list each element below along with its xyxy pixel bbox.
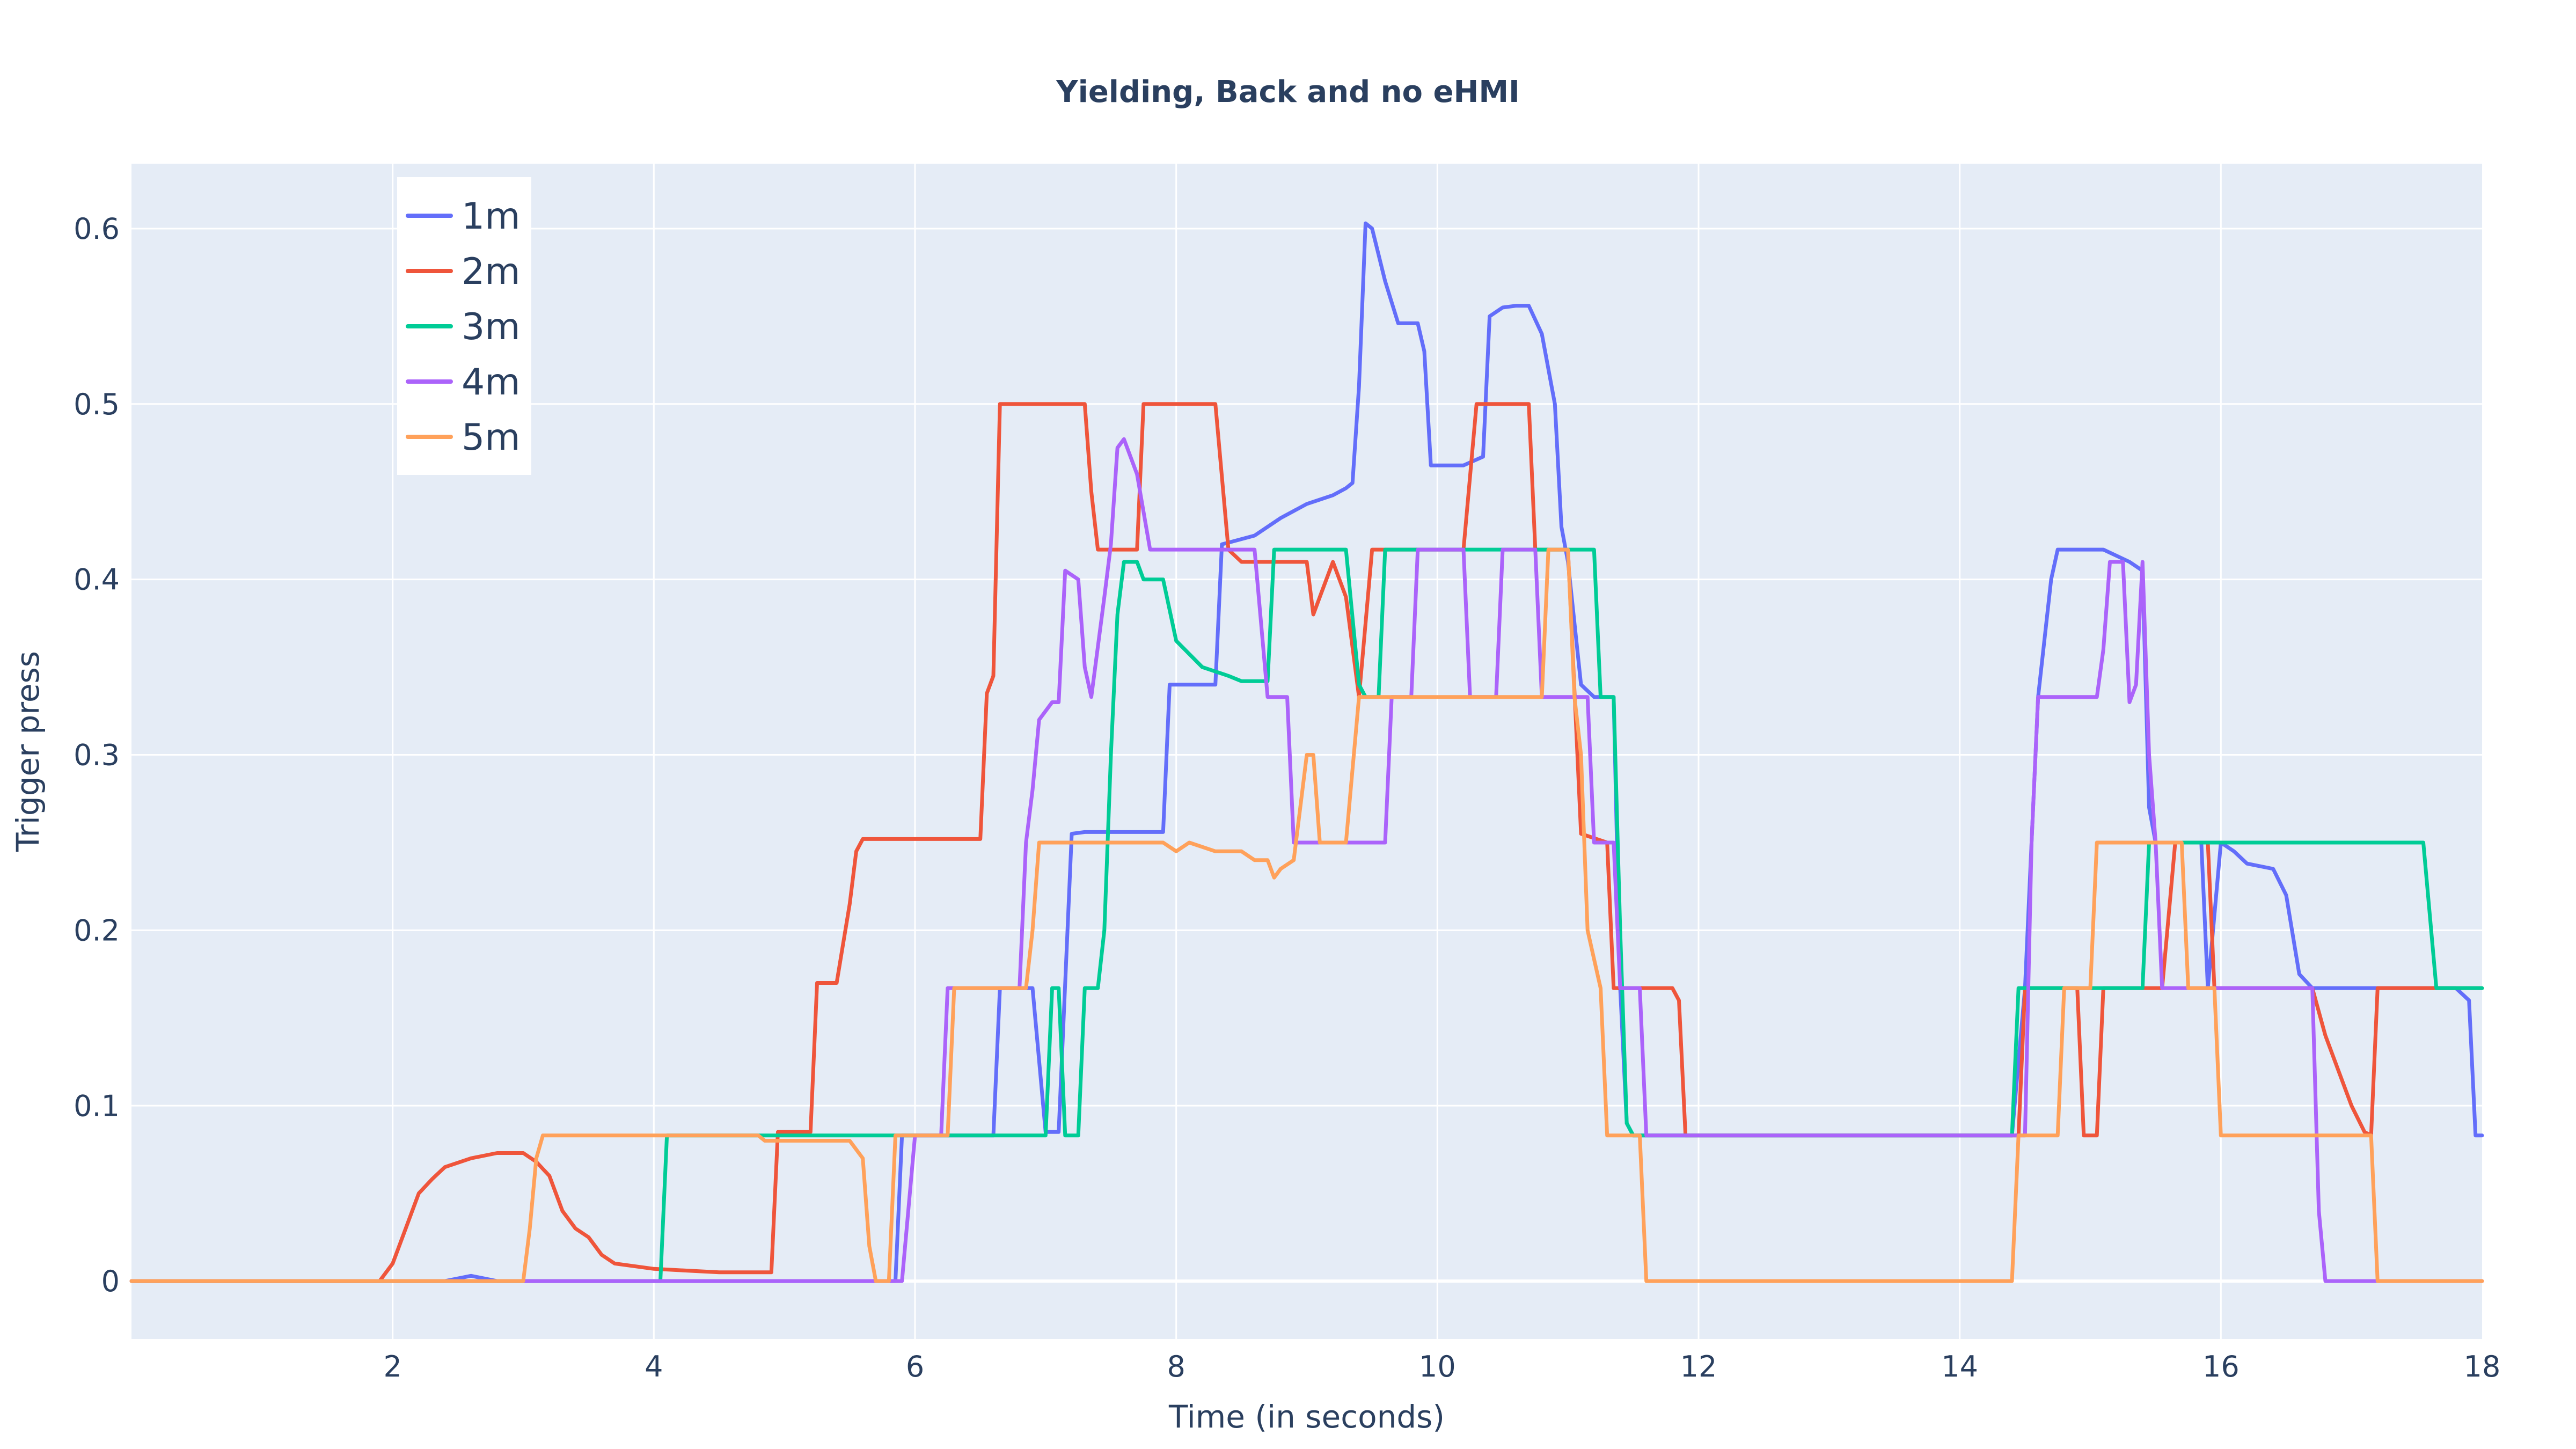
- y-tick-label: 0.5: [74, 387, 120, 421]
- x-axis-ticks: 2 4 6 8 10 12 14 16 18: [383, 1350, 2500, 1384]
- x-axis-label: Time (in seconds): [1168, 1399, 1445, 1435]
- chart-title: Yielding, Back and no eHMI: [1056, 75, 1520, 109]
- y-tick-label: 0.4: [74, 563, 120, 597]
- x-tick-label: 4: [645, 1350, 663, 1384]
- legend-label-1m: 1m: [462, 195, 521, 238]
- y-tick-label: 0.2: [74, 913, 120, 947]
- y-axis-label: Trigger press: [10, 651, 46, 852]
- x-tick-label: 18: [2464, 1350, 2501, 1384]
- legend: 1m 2m 3m 4m 5m: [397, 177, 531, 475]
- legend-label-4m: 4m: [462, 361, 521, 404]
- y-axis-ticks: 0 0.1 0.2 0.3 0.4 0.5 0.6: [74, 212, 120, 1298]
- x-tick-label: 8: [1167, 1350, 1185, 1384]
- series-line-4m: [129, 437, 2484, 1283]
- y-tick-label: 0: [101, 1264, 120, 1298]
- series-line-5m: [129, 547, 2484, 1283]
- legend-label-5m: 5m: [462, 416, 521, 459]
- x-tick-label: 16: [2202, 1350, 2240, 1384]
- x-tick-label: 10: [1419, 1350, 1456, 1384]
- legend-label-2m: 2m: [462, 251, 521, 293]
- x-tick-label: 12: [1680, 1350, 1717, 1384]
- x-tick-label: 2: [383, 1350, 401, 1384]
- x-tick-label: 14: [1941, 1350, 1978, 1384]
- y-tick-label: 0.3: [74, 738, 120, 772]
- series-lines: [129, 221, 2484, 1283]
- series-line-1m: [129, 221, 2484, 1283]
- y-tick-label: 0.1: [74, 1089, 120, 1123]
- y-tick-label: 0.6: [74, 212, 120, 246]
- legend-label-3m: 3m: [462, 306, 521, 348]
- x-tick-label: 6: [906, 1350, 924, 1384]
